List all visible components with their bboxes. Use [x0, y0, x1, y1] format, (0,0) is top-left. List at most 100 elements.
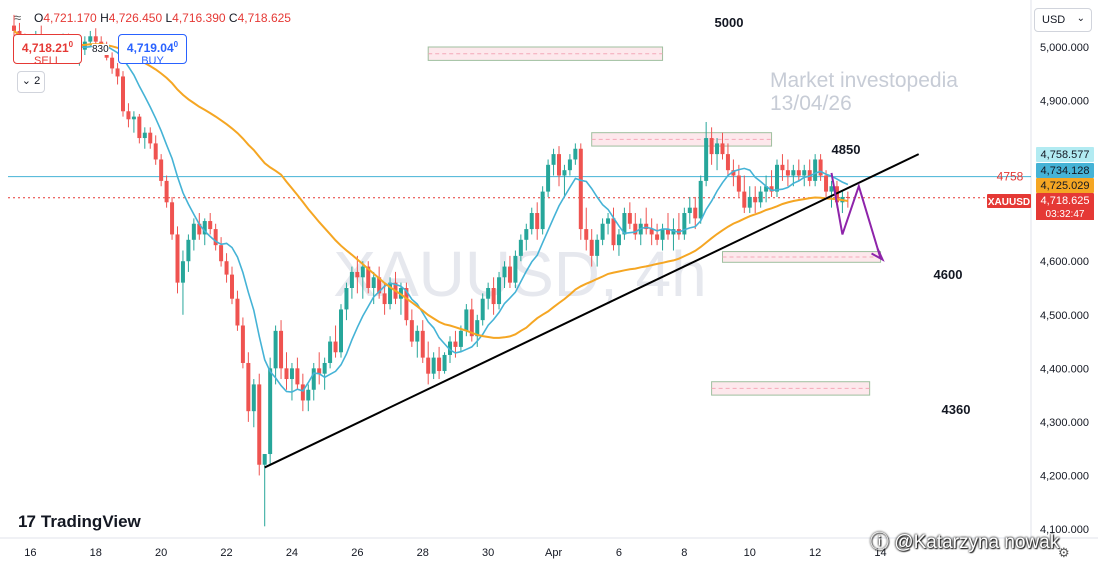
candle-body: [736, 175, 741, 192]
zone-label-5000: 5000: [715, 15, 744, 30]
candle-body: [377, 277, 382, 294]
candle-body: [224, 261, 229, 275]
candle-body: [388, 282, 393, 305]
candle-body: [780, 164, 785, 171]
low-value: 4,716.390: [172, 11, 226, 25]
candle-body: [202, 221, 207, 235]
price-tick-label: 4,300.000: [1040, 417, 1089, 429]
candle-body: [328, 341, 333, 363]
time-tick-label: 20: [155, 547, 167, 559]
candles: [12, 14, 850, 527]
candle-body: [142, 132, 147, 139]
candle-body: [758, 191, 763, 203]
candle-body: [153, 143, 158, 160]
candle-body: [720, 143, 725, 155]
candle-body: [715, 143, 720, 155]
candle-body: [257, 384, 262, 465]
price-tag-label: 4,725.029: [1041, 180, 1090, 192]
sell-label: SELL: [34, 55, 61, 67]
candle-body: [824, 175, 829, 192]
candle-body: [170, 202, 175, 235]
zone-label-4600: 4600: [934, 267, 963, 282]
time-tick-label: Apr: [545, 547, 562, 559]
candle-body: [110, 57, 115, 69]
open-value: 4,721.170: [43, 11, 97, 25]
candle-body: [627, 213, 632, 224]
candle-body: [655, 234, 660, 240]
candle-body: [497, 277, 502, 305]
chevron-down-icon: ⌄: [1076, 13, 1085, 24]
settings-icon[interactable]: ⚙: [1058, 545, 1070, 560]
zone-label-4360: 4360: [942, 402, 971, 417]
candle-body: [289, 368, 294, 380]
candle-body: [306, 389, 311, 401]
candle-body: [197, 223, 202, 235]
candle-body: [208, 221, 213, 230]
tradingview-logo: 17 TradingView: [18, 512, 141, 532]
candle-body: [431, 357, 436, 374]
candle-body: [453, 341, 458, 347]
candle-body: [317, 368, 322, 374]
candle-body: [644, 223, 649, 230]
candle-body: [616, 234, 621, 246]
candle-body: [186, 239, 191, 262]
candle-body: [191, 223, 196, 240]
candle-body: [464, 309, 469, 331]
open-label: O: [34, 11, 44, 25]
time-tick-label: 8: [681, 547, 687, 559]
candle-body: [235, 298, 240, 326]
candle-body: [622, 213, 627, 235]
tradingview-mark-icon: 17: [18, 512, 36, 531]
price-tick-label: 4,100.000: [1040, 524, 1089, 536]
time-tick-label: 16: [24, 547, 36, 559]
candle-body: [595, 239, 600, 256]
chevron-down-icon: ⌄: [21, 75, 32, 87]
candle-body: [420, 330, 425, 358]
candle-body: [164, 180, 169, 203]
candle-body: [567, 159, 572, 171]
candle-body: [349, 271, 354, 288]
candle-body: [480, 298, 485, 321]
spread-value: 830: [92, 44, 109, 55]
candle-body: [246, 362, 251, 412]
candle-body: [230, 274, 234, 299]
candle-body: [769, 186, 774, 192]
indicators-toggle-button[interactable]: ⌄ 2: [17, 71, 45, 93]
price-tag-label: 4,734.128: [1041, 165, 1090, 177]
buy-button[interactable]: 4,719.040 BUY: [118, 34, 187, 67]
candle-body: [279, 330, 284, 369]
candle-body: [121, 76, 125, 112]
candle-body: [524, 229, 529, 240]
candle-body: [742, 191, 747, 208]
time-tick-label: 18: [90, 547, 102, 559]
currency-select[interactable]: USD ⌄: [1034, 8, 1092, 32]
price-tick-label: 4,400.000: [1040, 363, 1089, 375]
candle-body: [775, 164, 779, 192]
candle-body: [611, 218, 616, 246]
candle-body: [333, 341, 338, 353]
candle-body: [382, 293, 387, 305]
candle-body: [725, 154, 730, 171]
sell-price-sup: 0: [68, 40, 74, 49]
time-tick-label: 14: [874, 547, 886, 559]
chart-menu-icon[interactable]: ≈: [14, 10, 22, 25]
sell-button[interactable]: 4,718.210 SELL: [13, 34, 82, 67]
candle-body: [131, 116, 136, 120]
candle-body: [295, 368, 300, 385]
buy-price-sup: 0: [173, 40, 179, 49]
candle-body: [371, 277, 376, 288]
high-value: 4,726.450: [108, 11, 163, 25]
candle-body: [415, 330, 420, 342]
candle-body: [829, 186, 834, 192]
candle-body: [240, 325, 245, 363]
level-label-4758: 4758: [997, 170, 1024, 184]
candle-body: [355, 271, 360, 278]
candle-body: [529, 213, 534, 230]
author-text: @Katarzyna nowak: [894, 532, 1060, 553]
candle-body: [486, 288, 491, 299]
zone-4850: [591, 132, 773, 147]
candle-body: [126, 111, 131, 120]
candle-body: [682, 213, 687, 235]
moving-average-9: [13, 30, 849, 393]
